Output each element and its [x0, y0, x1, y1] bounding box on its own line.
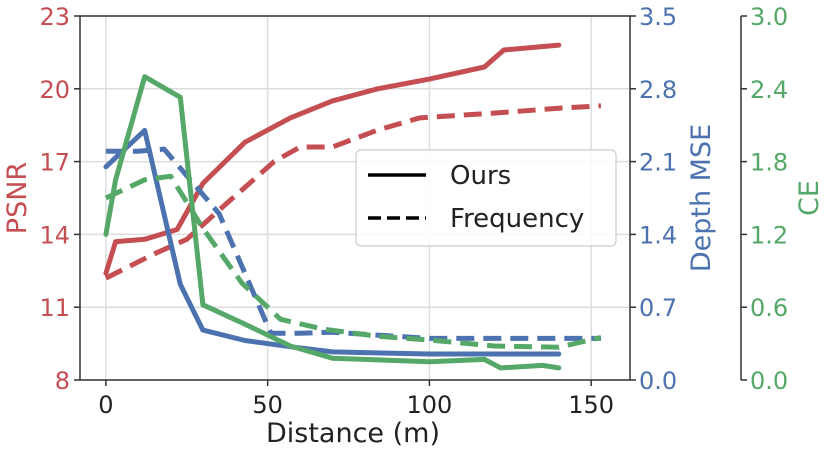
plot-frame [79, 15, 631, 381]
x-tick-label: 150 [568, 391, 614, 419]
axes-layer: 0 50 100 150 8 11 14 17 20 23 PSNR 0.0 0.7 1.4 2.1 2.8 3… [2, 3, 825, 449]
legend-label: Ours [450, 161, 511, 191]
ce-tick-label: 1.8 [750, 149, 788, 177]
ce-tick-label: 2.4 [750, 76, 788, 104]
depth-tick-label: 2.1 [639, 149, 677, 177]
series-layer [103, 42, 602, 371]
ce-tick-label: 1.2 [750, 221, 788, 249]
depth-tick-label: 0.7 [639, 294, 677, 322]
depth-tick-label: 3.5 [639, 3, 677, 31]
x-tick-label: 0 [98, 391, 113, 419]
ce-tick-label: 3.0 [750, 3, 788, 31]
series-line [103, 74, 562, 371]
series-line [103, 42, 562, 276]
psnr-tick-label: 20 [39, 76, 70, 104]
series-line [105, 146, 601, 341]
psnr-tick-label: 11 [39, 294, 70, 322]
depth-tick-label: 0.0 [639, 367, 677, 395]
x-axis-title: Distance (m) [266, 418, 440, 449]
x-tick-label: 50 [252, 391, 283, 419]
depth-axis-title: Depth MSE [686, 124, 717, 272]
depth-tick-label: 1.4 [639, 221, 677, 249]
psnr-tick-label: 14 [39, 221, 70, 249]
legend-label: Frequency [450, 204, 584, 234]
depth-tick-label: 2.8 [639, 76, 677, 104]
series-line [104, 173, 602, 350]
ce-tick-label: 0.6 [750, 294, 788, 322]
ce-axis-title: CE [794, 180, 825, 216]
series-line [103, 127, 562, 357]
series-line [104, 103, 602, 281]
psnr-tick-label: 23 [39, 3, 70, 31]
legend: Ours Frequency [355, 149, 617, 247]
psnr-tick-label: 8 [55, 367, 70, 395]
x-tick-label: 100 [407, 391, 453, 419]
psnr-tick-label: 17 [39, 149, 70, 177]
psnr-axis-title: PSNR [2, 162, 33, 234]
ce-tick-label: 0.0 [750, 367, 788, 395]
